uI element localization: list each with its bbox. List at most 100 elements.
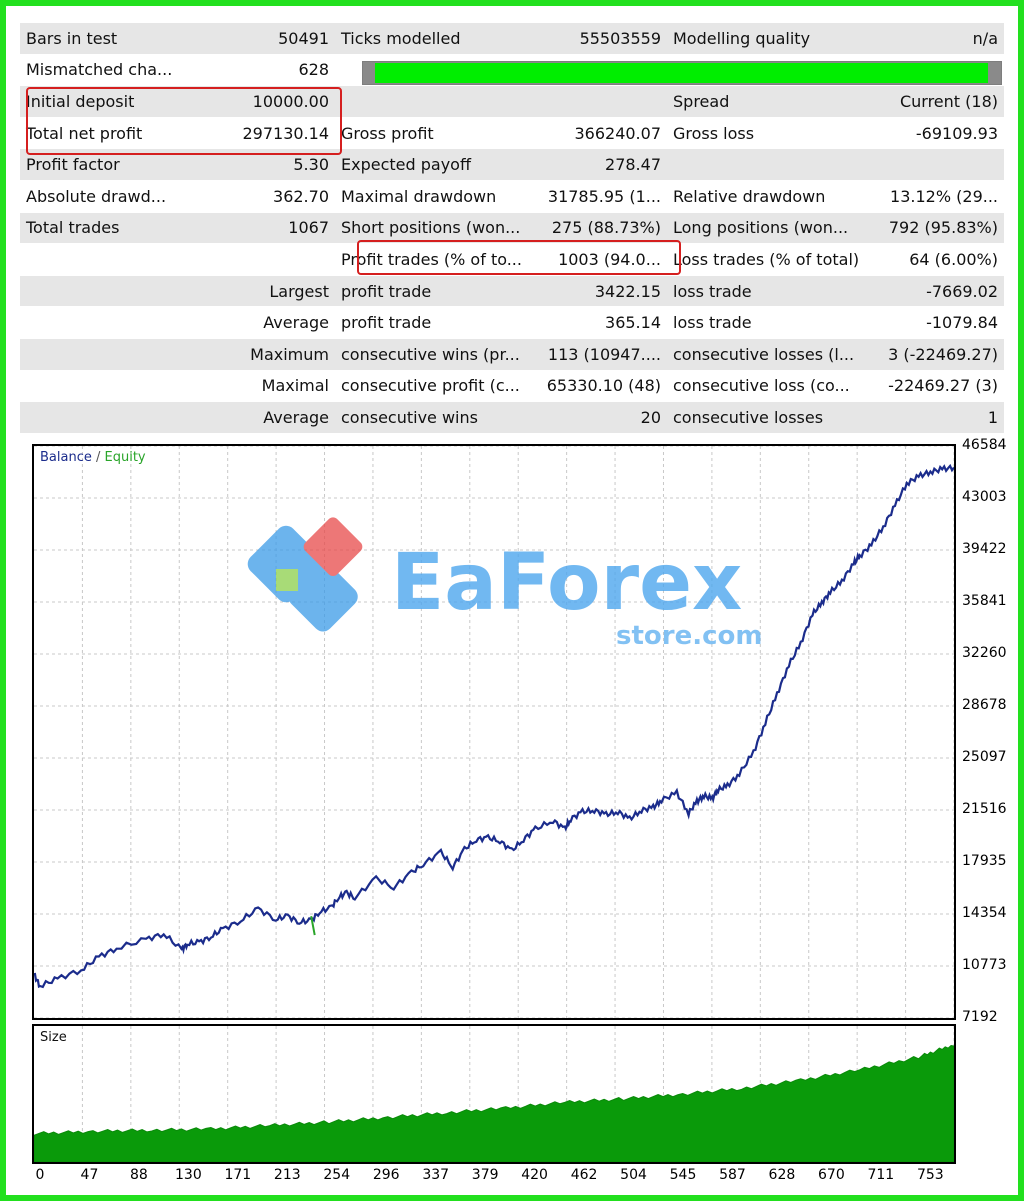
report-value: 1067 bbox=[175, 212, 335, 245]
report-value: 297130.14 bbox=[175, 117, 335, 150]
chart-legend: Balance / Equity bbox=[40, 450, 146, 465]
x-tick-label: 545 bbox=[669, 1167, 697, 1183]
balance-chart-svg bbox=[34, 446, 954, 1018]
report-label: Absolute drawd... bbox=[20, 180, 175, 213]
y-tick-label: 25097 bbox=[962, 749, 1007, 765]
modelling-quality-bar bbox=[362, 61, 1002, 85]
report-value: 13.12% (29... bbox=[867, 180, 1004, 213]
report-value: 365.14 bbox=[531, 306, 667, 339]
report-row: Average consecutive wins 20 consecutive los… bbox=[20, 401, 1004, 434]
x-tick-label: 379 bbox=[471, 1167, 499, 1183]
size-chart: Size bbox=[32, 1024, 956, 1164]
y-tick-label: 14354 bbox=[962, 905, 1007, 921]
x-tick-label: 130 bbox=[175, 1167, 202, 1183]
report-value: 55503559 bbox=[531, 23, 667, 55]
report-row: Maximal consecutive profit (c... 65330.10 … bbox=[20, 370, 1004, 403]
x-tick-label: 171 bbox=[224, 1167, 252, 1183]
y-tick-label: 39422 bbox=[962, 540, 1007, 557]
series-line-equity bbox=[310, 916, 316, 936]
y-tick-label: 17935 bbox=[962, 853, 1007, 869]
report-label: profit trade bbox=[335, 275, 531, 308]
report-value: 50491 bbox=[175, 23, 335, 55]
report-row: Total trades 1067 Short positions (won... 2… bbox=[20, 212, 1004, 245]
modelling-quality-fill bbox=[375, 63, 989, 83]
report-label: loss trade bbox=[667, 306, 867, 339]
x-tick-label: 0 bbox=[35, 1167, 45, 1183]
report-value: 10000.00 bbox=[175, 85, 335, 118]
x-tick-label: 628 bbox=[768, 1167, 796, 1183]
report-row: Initial deposit 10000.00 Spread Current (18… bbox=[20, 85, 1004, 118]
report-label: Short positions (won... bbox=[335, 212, 531, 245]
report-value: 113 (10947.... bbox=[531, 338, 667, 371]
x-tick-label: 670 bbox=[818, 1167, 845, 1183]
y-tick-label: 28678 bbox=[962, 697, 1007, 713]
report-label bbox=[20, 338, 175, 371]
report-label: Initial deposit bbox=[20, 85, 175, 118]
report-label bbox=[667, 148, 867, 181]
balance-equity-chart: Balance / Equity bbox=[32, 444, 956, 1020]
x-tick-label: 88 bbox=[130, 1167, 148, 1183]
report-label: Ticks modelled bbox=[335, 23, 531, 55]
report-row: Bars in test 50491 Ticks modelled 55503559 M… bbox=[20, 23, 1004, 55]
report-value: Current (18) bbox=[867, 85, 1004, 118]
report-value bbox=[175, 243, 335, 276]
report-row: Profit factor 5.30 Expected payoff 278.47 bbox=[20, 148, 1004, 181]
report-label: Bars in test bbox=[20, 23, 175, 55]
report-label: Relative drawdown bbox=[667, 180, 867, 213]
report-value: -69109.93 bbox=[867, 117, 1004, 150]
report-value: 5.30 bbox=[175, 148, 335, 181]
size-chart-svg bbox=[34, 1026, 954, 1162]
x-tick-label: 420 bbox=[521, 1167, 548, 1183]
x-tick-label: 47 bbox=[80, 1167, 99, 1183]
report-value: Average bbox=[175, 306, 335, 339]
report-label: Spread bbox=[667, 85, 867, 118]
report-label: Long positions (won... bbox=[667, 212, 867, 245]
series-line-balance bbox=[34, 463, 954, 989]
report-label bbox=[20, 243, 175, 276]
report-value: 366240.07 bbox=[531, 117, 667, 150]
report-value: 3 (-22469.27) bbox=[867, 338, 1004, 371]
report-row: Total net profit 297130.14 Gross profit 366… bbox=[20, 117, 1004, 150]
report-value: -7669.02 bbox=[867, 275, 1004, 308]
y-tick-label: 46584 bbox=[962, 437, 1007, 453]
x-tick-label: 296 bbox=[372, 1167, 400, 1183]
x-tick-label: 587 bbox=[719, 1167, 746, 1183]
report-label: Total trades bbox=[20, 212, 175, 245]
report-label bbox=[20, 306, 175, 339]
y-tick-label: 43003 bbox=[962, 488, 1007, 505]
report-value: -22469.27 (3) bbox=[867, 370, 1004, 403]
report-label: consecutive wins (pr... bbox=[335, 338, 531, 371]
y-tick-label: 10773 bbox=[962, 957, 1007, 973]
y-tick-label: 32260 bbox=[962, 644, 1007, 661]
report-value: 278.47 bbox=[531, 148, 667, 181]
report-table: Bars in test 50491 Ticks modelled 55503559 M… bbox=[20, 23, 1004, 434]
report-value: n/a bbox=[867, 23, 1004, 55]
legend-equity: Equity bbox=[104, 450, 146, 465]
y-tick-label: 35841 bbox=[962, 592, 1007, 609]
report-value: 792 (95.83%) bbox=[867, 212, 1004, 245]
report-value: -1079.84 bbox=[867, 306, 1004, 339]
x-tick-label: 753 bbox=[916, 1167, 944, 1183]
x-tick-label: 711 bbox=[867, 1167, 895, 1183]
report-value: 362.70 bbox=[175, 180, 335, 213]
report-value: 628 bbox=[175, 54, 335, 87]
legend-balance: Balance bbox=[40, 450, 92, 465]
report-value: Maximal bbox=[175, 370, 335, 403]
size-chart-title: Size bbox=[40, 1030, 67, 1045]
report-label: Gross loss bbox=[667, 117, 867, 150]
report-label: Mismatched cha... bbox=[20, 54, 175, 87]
y-tick-label: 7192 bbox=[962, 1009, 998, 1025]
report-label bbox=[20, 275, 175, 308]
report-value bbox=[531, 85, 667, 118]
y-tick-label: 21516 bbox=[962, 801, 1007, 817]
report-row: Largest profit trade 3422.15 loss trade -766… bbox=[20, 275, 1004, 308]
report-value: Average bbox=[175, 401, 335, 434]
report-value: 3422.15 bbox=[531, 275, 667, 308]
report-label: Loss trades (% of total) bbox=[667, 243, 867, 276]
report-label: Total net profit bbox=[20, 117, 175, 150]
report-value bbox=[867, 148, 1004, 181]
report-label: Maximal drawdown bbox=[335, 180, 531, 213]
x-tick-label: 504 bbox=[620, 1167, 647, 1183]
x-tick-label: 462 bbox=[570, 1167, 598, 1183]
size-area bbox=[34, 1044, 954, 1162]
